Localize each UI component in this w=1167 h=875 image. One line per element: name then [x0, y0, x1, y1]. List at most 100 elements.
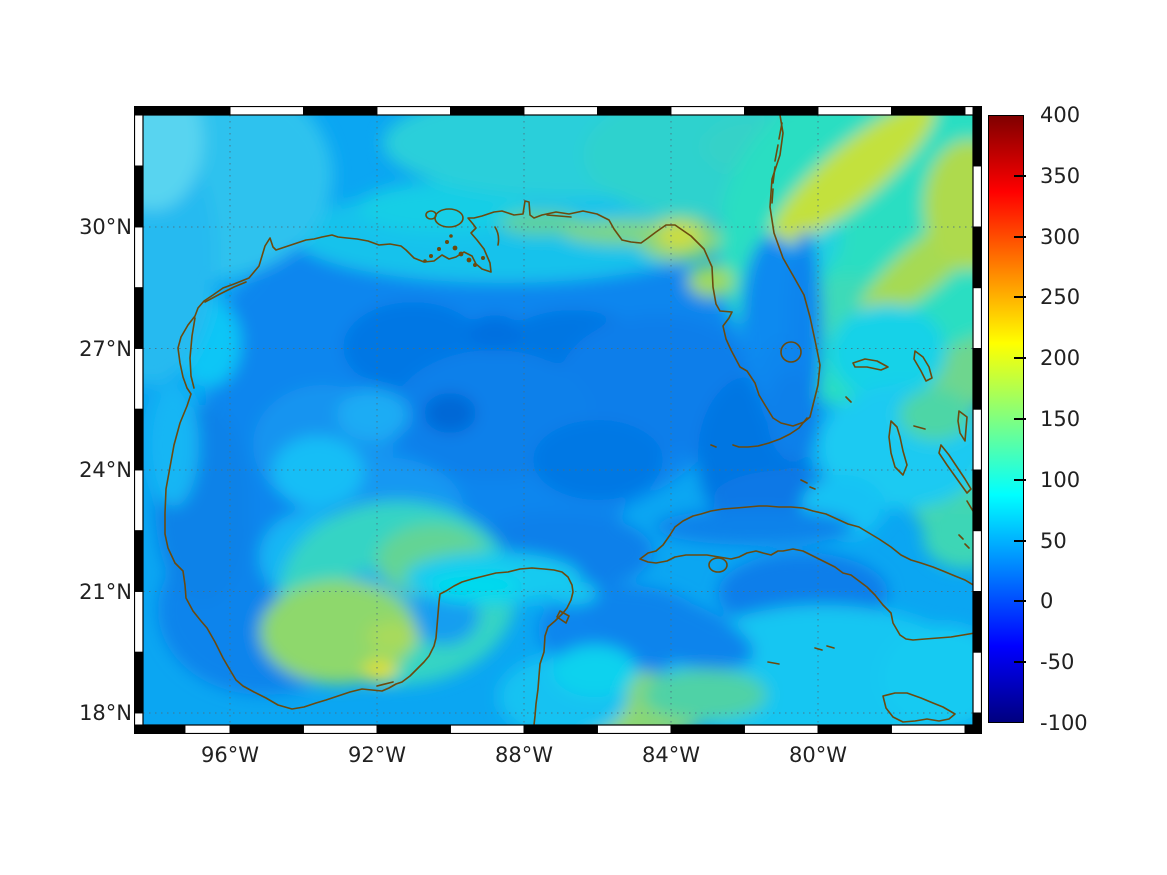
frame-bottom-segment [964, 724, 974, 735]
coastline-cuba [639, 505, 973, 641]
frame-top-segment [817, 105, 892, 116]
coastline-exuma-chain [938, 444, 972, 494]
frame-corner [133, 105, 144, 116]
frame-bottom-segment [303, 724, 378, 735]
lake-okeechobee [780, 341, 802, 363]
frame-bottom-segment [597, 724, 672, 735]
frame-corner [972, 724, 983, 735]
coastline-isle-of-youth [708, 557, 728, 573]
map-figure [133, 105, 983, 735]
axes-inner-border [142, 114, 974, 726]
frame-top-segment [964, 105, 974, 116]
coastline-florida-keys [732, 417, 808, 448]
frame-right-segment [972, 591, 983, 653]
coastline-small-islands [376, 122, 973, 687]
colorbar-tick-mark [1014, 296, 1026, 299]
coastline-grand-bahama [852, 358, 889, 371]
coastline-jamaica [882, 692, 956, 723]
coastline-gulf-mainland [164, 115, 821, 725]
frame-top-segment [142, 105, 231, 116]
lon-tick-label: 84°W [642, 743, 700, 767]
colorbar-tick-mark [1014, 235, 1026, 238]
frame-top-segment [891, 105, 966, 116]
map-canvas [133, 105, 983, 735]
frame-bottom-segment [744, 724, 819, 735]
colorbar-tick-label: 100 [1040, 467, 1081, 492]
colorbar-tick-mark [1014, 600, 1026, 603]
graticule-gridlines [143, 115, 973, 725]
frame-left-segment [133, 591, 144, 653]
coastline-andros [888, 420, 908, 476]
frame-left-segment [133, 114, 144, 167]
heatmap-field [143, 115, 973, 725]
frame-right-segment [972, 530, 983, 592]
frame-bottom-segment [376, 724, 451, 735]
frame-top-segment [744, 105, 819, 116]
coastline-eleuthera [957, 410, 968, 442]
frame-right-segment [972, 165, 983, 228]
frame-top-segment [376, 105, 451, 116]
lon-tick-label: 88°W [495, 743, 553, 767]
frame-top-segment [450, 105, 525, 116]
lat-tick-label: 27°N [79, 336, 132, 361]
frame-right-segment [972, 469, 983, 532]
frame-right-segment [972, 114, 983, 167]
frame-bottom-segment [142, 724, 186, 735]
colorbar-tick-mark [1014, 418, 1026, 420]
frame-bottom-segment [523, 724, 598, 735]
colorbar-tick-mark [1014, 539, 1026, 542]
frame-top-segment [597, 105, 672, 116]
frame-corner [972, 105, 983, 116]
frame-right-segment [972, 651, 983, 714]
frame-bottom-segment [184, 724, 231, 735]
colorbar-tick-label: 250 [1040, 285, 1081, 310]
coastline-abaco [913, 350, 933, 382]
frame-right-segment [972, 287, 983, 349]
frame-left-segment [133, 226, 144, 289]
lon-tick-label: 92°W [348, 743, 406, 767]
colorbar-tick-label: 0 [1040, 589, 1054, 614]
frame-right-segment [972, 348, 983, 410]
coastline-texas-barrier [189, 281, 247, 389]
frame-bottom-segment [891, 724, 966, 735]
colorbar-tick-label: 200 [1040, 346, 1081, 371]
colorbar-tick-mark [1014, 478, 1026, 481]
axes-outer-border [133, 105, 983, 735]
lat-tick-label: 18°N [79, 701, 132, 725]
frame-bottom-segment [670, 724, 745, 735]
frame-left-segment [133, 348, 144, 410]
frame-top-segment [670, 105, 745, 116]
frame-top-segment [303, 105, 378, 116]
colorbar-tick-mark [1014, 357, 1026, 360]
frame-left-segment [133, 287, 144, 349]
colorbar-tick-mark [1014, 661, 1026, 664]
frame-top-segment [229, 105, 304, 116]
lon-tick-label: 96°W [201, 743, 259, 767]
frame-bottom-segment [817, 724, 892, 735]
colorbar-tick-label: 350 [1040, 163, 1081, 188]
lon-tick-label: 80°W [789, 743, 847, 767]
colorbar-tick-mark [1014, 174, 1026, 177]
frame-left-segment [133, 469, 144, 532]
lake-maurepas [425, 210, 437, 220]
frame-corner [133, 724, 144, 735]
frame-left-segment [133, 712, 144, 726]
frame-right-segment [972, 712, 983, 726]
colorbar-tick-label: -100 [1040, 711, 1088, 735]
frame-right-segment [972, 408, 983, 471]
frame-top-segment [523, 105, 598, 116]
mississippi-delta-marsh [423, 234, 485, 267]
frame-left-segment [133, 165, 144, 228]
colorbar-tick-label: 300 [1040, 224, 1081, 249]
frame-bottom-segment [229, 724, 304, 735]
lat-tick-label: 24°N [79, 458, 132, 482]
frame-left-segment [133, 408, 144, 471]
frame-left-segment [133, 651, 144, 714]
checkered-frame [133, 105, 983, 735]
colorbar-tick-label: -50 [1040, 650, 1075, 675]
colorbar-tick-label: 400 [1040, 103, 1081, 127]
frame-bottom-segment [450, 724, 525, 735]
frame-right-segment [972, 226, 983, 289]
lat-tick-label: 21°N [79, 579, 132, 604]
